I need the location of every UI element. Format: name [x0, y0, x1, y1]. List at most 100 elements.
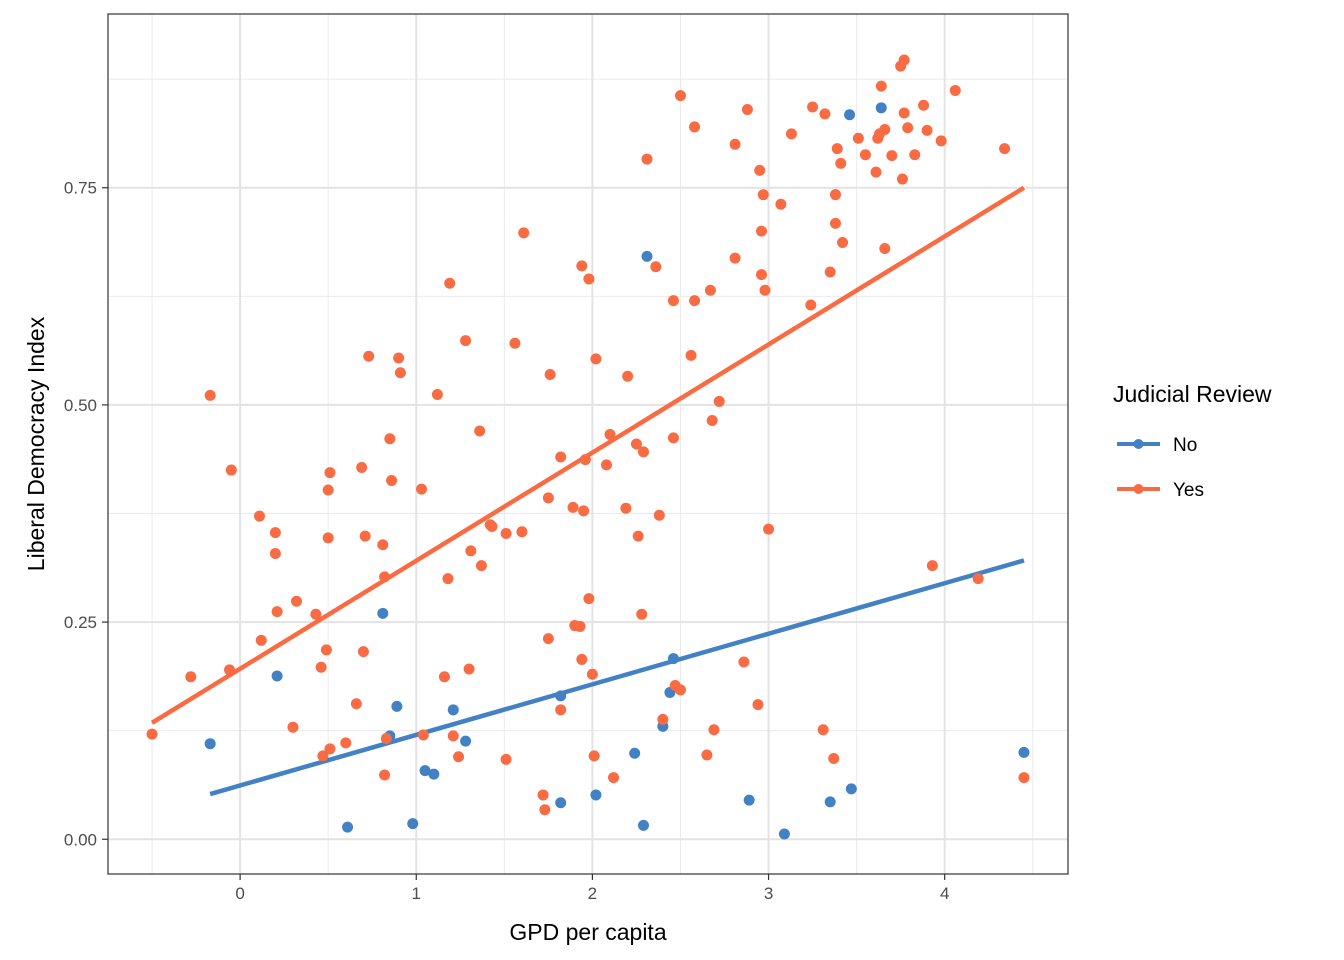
point-yes	[544, 369, 556, 381]
point-no	[1018, 746, 1030, 758]
point-yes	[578, 505, 590, 517]
point-yes	[805, 299, 817, 311]
data-points	[146, 54, 1030, 840]
legend-title: Judicial Review	[1113, 381, 1272, 407]
point-yes	[583, 273, 595, 285]
point-yes	[708, 724, 720, 736]
point-yes	[831, 143, 843, 155]
x-tick-label: 1	[412, 884, 421, 903]
y-axis-ticks: 0.00 0.25 0.50 0.75	[64, 179, 108, 849]
point-yes	[324, 743, 336, 755]
legend-key-dot-yes	[1133, 484, 1144, 494]
point-yes	[622, 370, 634, 382]
point-no	[743, 794, 755, 806]
point-yes	[583, 593, 595, 605]
point-yes	[474, 425, 486, 437]
point-no	[641, 250, 653, 262]
point-yes	[310, 608, 322, 620]
point-yes	[509, 337, 521, 349]
point-yes	[828, 752, 840, 764]
point-no	[555, 690, 567, 702]
point-yes	[269, 547, 281, 559]
point-yes	[875, 80, 887, 92]
point-yes	[667, 295, 679, 307]
point-yes	[555, 704, 567, 716]
point-yes	[729, 138, 741, 150]
point-yes	[317, 750, 329, 762]
point-yes	[271, 606, 283, 618]
point-yes	[879, 243, 891, 255]
point-yes	[972, 573, 984, 585]
point-no	[428, 768, 440, 780]
point-yes	[896, 173, 908, 185]
point-yes	[447, 730, 459, 742]
point-yes	[674, 684, 686, 696]
point-yes	[620, 502, 632, 514]
point-yes	[785, 128, 797, 140]
point-yes	[775, 198, 787, 210]
x-tick-label: 3	[764, 884, 773, 903]
point-yes	[393, 352, 405, 364]
grid-minor	[108, 14, 1068, 874]
point-yes	[902, 122, 914, 134]
point-yes	[918, 99, 930, 111]
point-yes	[754, 164, 766, 176]
point-yes	[539, 804, 551, 816]
y-tick-label: 0.50	[64, 396, 97, 415]
point-yes	[653, 509, 665, 521]
point-yes	[921, 124, 933, 136]
point-yes	[438, 671, 450, 683]
point-yes	[537, 789, 549, 801]
point-yes	[379, 571, 391, 583]
legend-label-no: No	[1173, 435, 1197, 456]
point-no	[391, 700, 403, 712]
point-yes	[322, 532, 334, 544]
point-no	[377, 607, 389, 619]
point-yes	[886, 150, 898, 162]
point-yes	[377, 539, 389, 551]
fit-line-no	[209, 558, 1025, 797]
point-yes	[500, 527, 512, 539]
point-yes	[146, 728, 158, 740]
legend-item-no: No	[1117, 435, 1197, 456]
point-yes	[588, 750, 600, 762]
point-yes	[704, 284, 716, 296]
point-no	[342, 821, 354, 833]
point-yes	[255, 634, 267, 646]
point-yes	[637, 446, 649, 458]
x-tick-label: 2	[588, 884, 597, 903]
point-yes	[935, 135, 947, 147]
point-yes	[879, 124, 891, 136]
point-yes	[431, 388, 443, 400]
y-tick-label: 0.25	[64, 613, 97, 632]
point-yes	[630, 438, 642, 450]
point-yes	[416, 483, 428, 495]
point-yes	[567, 501, 579, 513]
point-yes	[759, 284, 771, 296]
point-yes	[357, 646, 369, 658]
point-yes	[1018, 772, 1030, 784]
point-yes	[579, 454, 591, 466]
plot-border	[107, 13, 1069, 875]
point-yes	[394, 367, 406, 379]
point-yes	[852, 132, 864, 144]
point-yes	[475, 560, 487, 572]
point-yes	[632, 530, 644, 542]
point-yes	[641, 153, 653, 165]
point-yes	[608, 772, 620, 784]
point-no	[555, 797, 567, 809]
point-no	[824, 796, 836, 808]
point-yes	[516, 526, 528, 538]
point-yes	[518, 227, 530, 239]
point-yes	[752, 699, 764, 711]
point-yes	[359, 530, 371, 542]
point-no	[637, 819, 649, 831]
point-yes	[386, 474, 398, 486]
point-yes	[756, 269, 768, 281]
point-yes	[898, 54, 910, 66]
y-axis-title: Liberal Democracy Index	[23, 316, 49, 571]
point-yes	[363, 350, 375, 362]
point-yes	[824, 266, 836, 278]
point-no	[667, 653, 679, 665]
